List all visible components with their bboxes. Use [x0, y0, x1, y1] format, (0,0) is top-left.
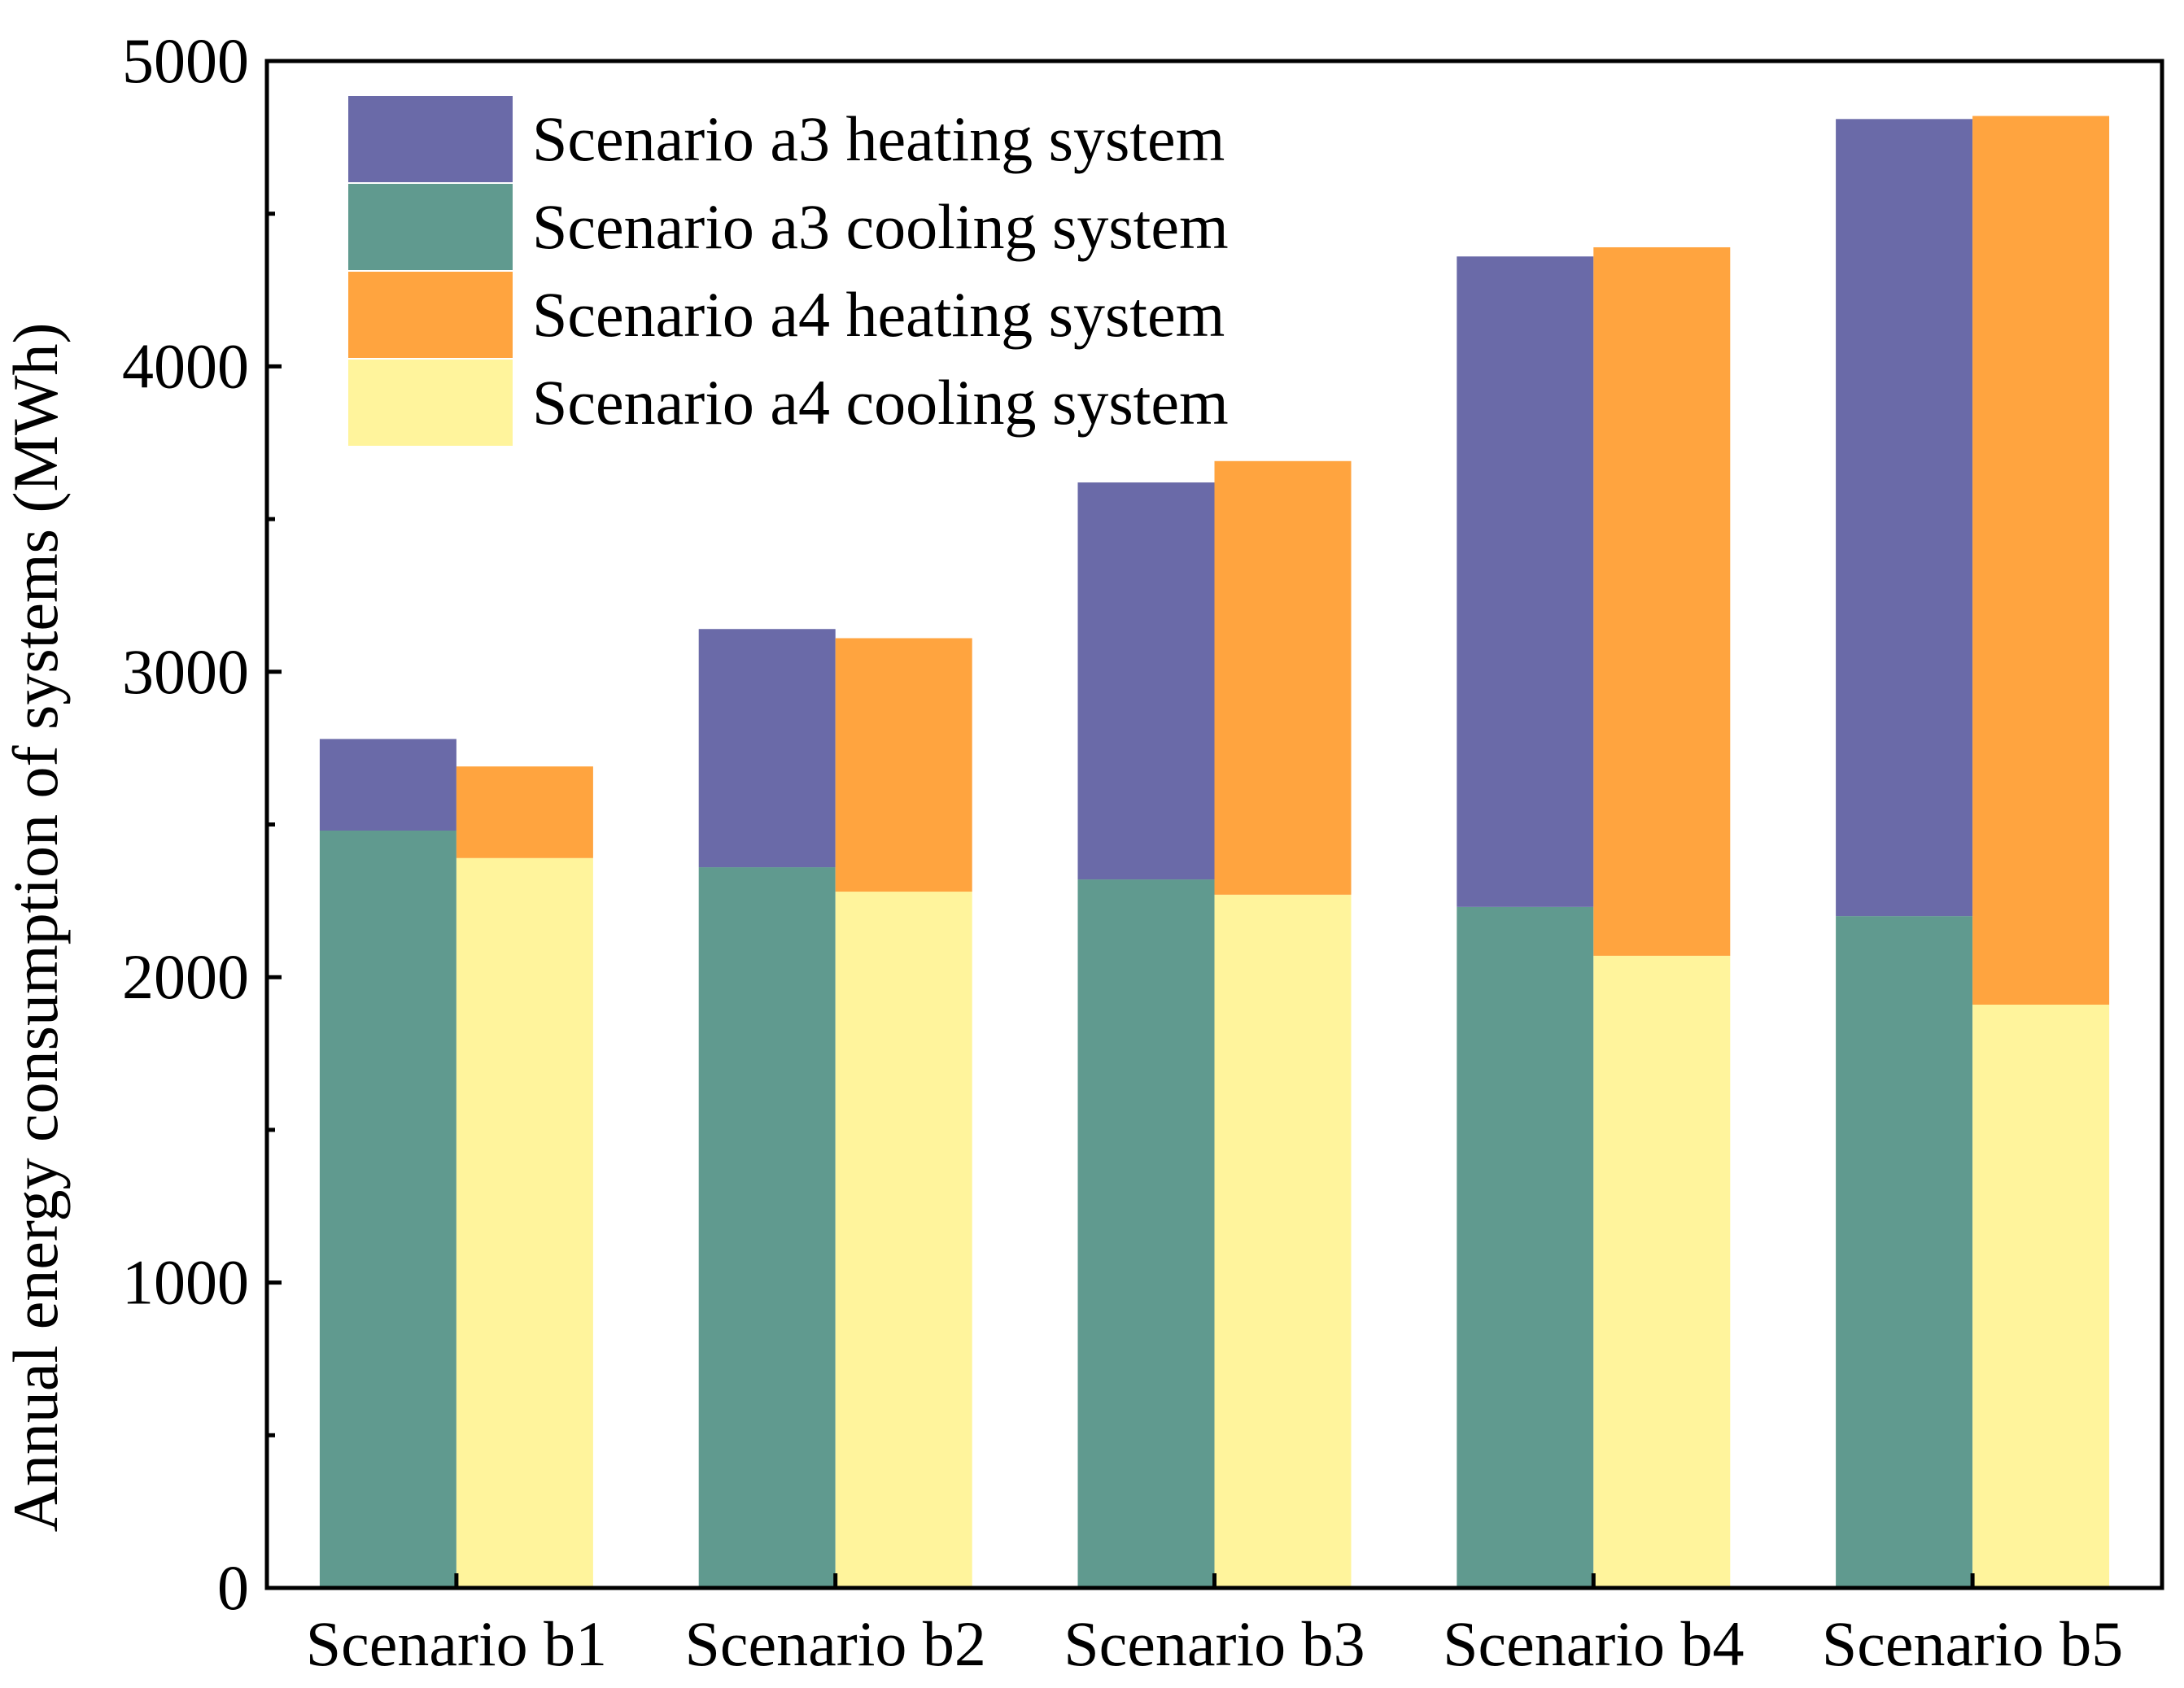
x-tick-label: Scenario b2	[685, 1608, 986, 1679]
legend-swatch	[348, 272, 513, 358]
legend-swatch	[348, 96, 513, 182]
bar-5-scenario-a3-cooling	[1836, 916, 1973, 1588]
bars-layer	[319, 116, 2110, 1588]
y-tick-label: 4000	[122, 330, 249, 401]
x-tick-label: Scenario b1	[306, 1608, 607, 1679]
bar-5-scenario-a3-heating	[1836, 119, 1973, 917]
bar-4-scenario-a4-cooling	[1593, 955, 1731, 1588]
bar-1-scenario-a4-cooling	[456, 857, 593, 1588]
bar-2-scenario-a4-heating	[835, 638, 972, 892]
y-axis-title: Annual energy consumption of systems (MW…	[0, 323, 71, 1533]
legend-label: Scenario a3 cooling system	[532, 191, 1229, 262]
y-tick-label: 3000	[122, 636, 249, 707]
y-tick-label: 1000	[122, 1247, 249, 1318]
legend-swatch	[348, 184, 513, 270]
x-tick-label: Scenario b5	[1822, 1608, 2123, 1679]
bar-4-scenario-a3-heating	[1457, 256, 1594, 907]
legend-swatch	[348, 360, 513, 446]
axes-layer: 0 1000 2000 3000 4000 5000 Scenario b1 Scenario…	[122, 25, 2164, 1679]
bar-1-scenario-a3-cooling	[319, 831, 456, 1588]
bar-3-scenario-a3-cooling	[1077, 879, 1215, 1588]
x-tick-label: Scenario b4	[1443, 1608, 1744, 1679]
legend-label: Scenario a3 heating system	[532, 103, 1225, 174]
legend-label: Scenario a4 cooling system	[532, 367, 1229, 438]
bar-1-scenario-a3-heating	[319, 739, 456, 831]
bar-5-scenario-a4-heating	[1972, 116, 2110, 1005]
bar-2-scenario-a3-cooling	[698, 867, 836, 1588]
bar-3-scenario-a4-cooling	[1214, 894, 1352, 1588]
bar-3-scenario-a3-heating	[1077, 482, 1215, 880]
legend: Scenario a3 heating system Scenario a3 co…	[348, 96, 1229, 446]
bar-2-scenario-a4-cooling	[835, 892, 972, 1588]
bar-2-scenario-a3-heating	[698, 629, 836, 868]
bar-5-scenario-a4-cooling	[1972, 1004, 2110, 1588]
y-tick-label: 5000	[122, 25, 249, 96]
bar-4-scenario-a4-heating	[1593, 246, 1731, 956]
legend-label: Scenario a4 heating system	[532, 279, 1225, 350]
bar-1-scenario-a4-heating	[456, 766, 593, 858]
y-tick-label: 2000	[122, 941, 249, 1012]
bar-4-scenario-a3-cooling	[1457, 906, 1594, 1588]
y-tick-label: 0	[217, 1552, 249, 1623]
x-tick-label: Scenario b3	[1064, 1608, 1365, 1679]
bar-3-scenario-a4-heating	[1214, 460, 1352, 895]
